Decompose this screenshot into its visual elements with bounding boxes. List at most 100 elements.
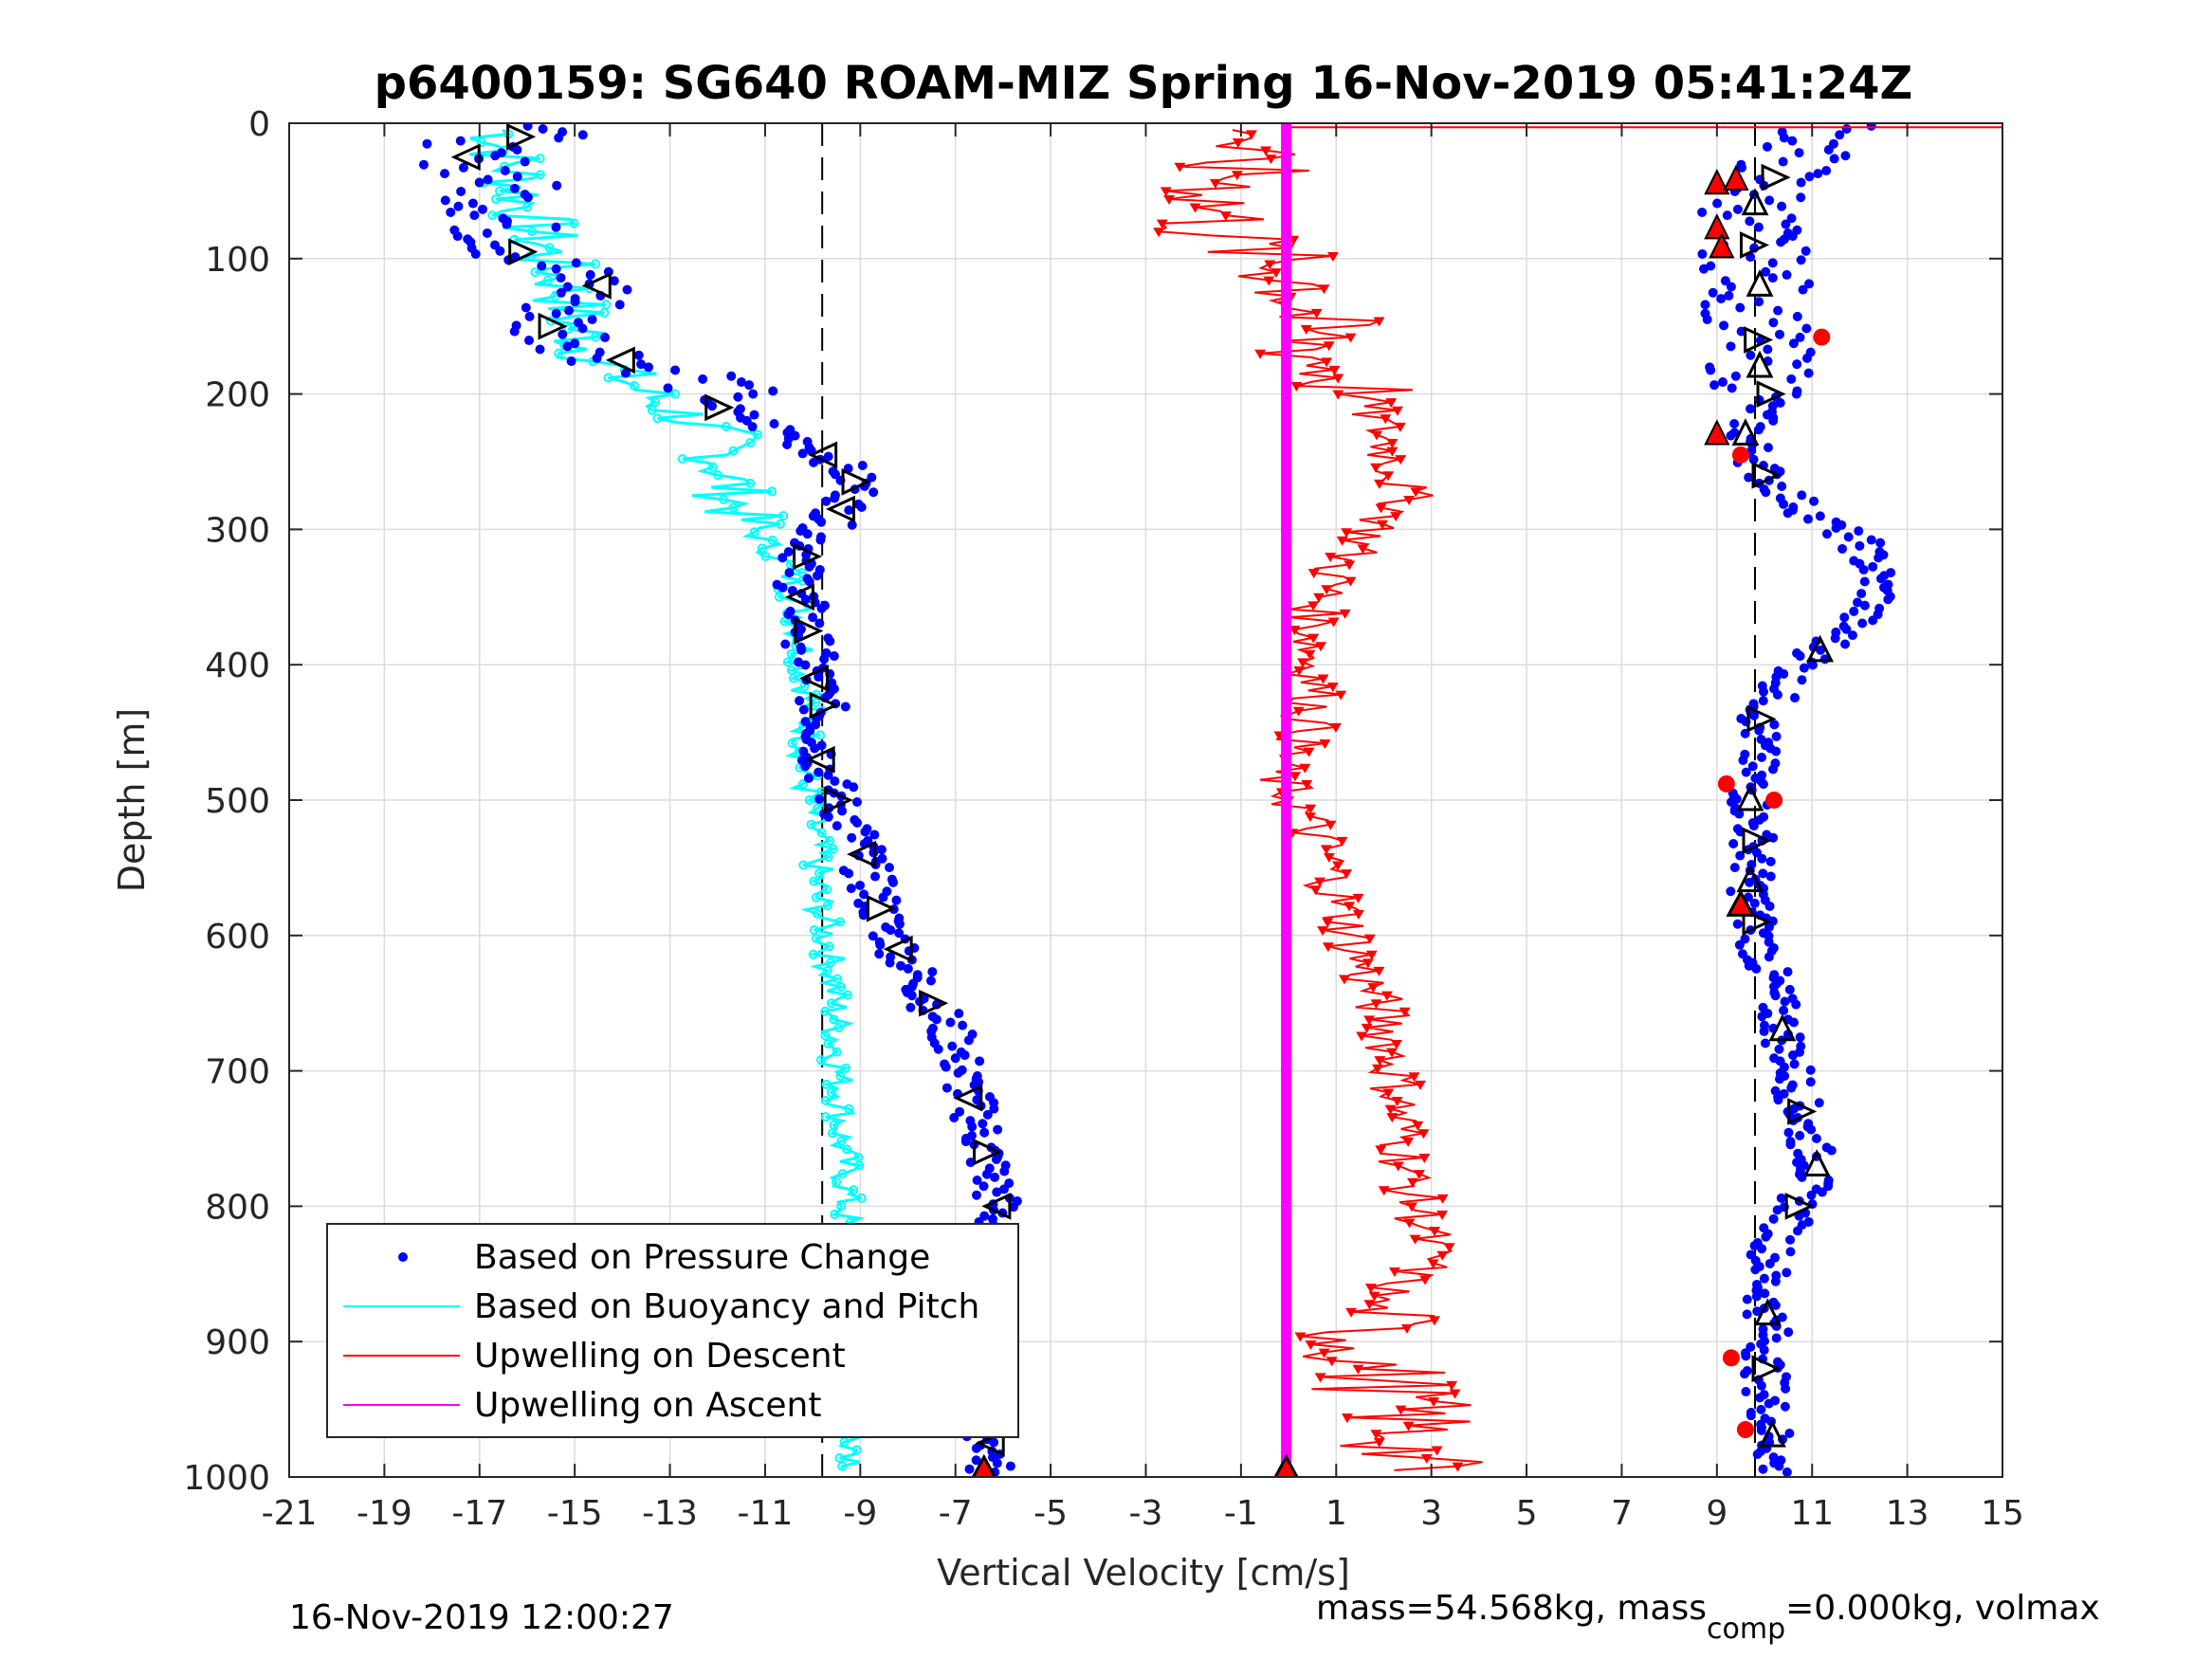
legend-label: Upwelling on Ascent xyxy=(474,1386,821,1425)
pressure-change-point xyxy=(1811,1134,1821,1143)
buoyancy-pitch-marker xyxy=(745,438,756,448)
descent-pitch-marker xyxy=(508,238,539,266)
pressure-change-point xyxy=(832,821,842,831)
pressure-change-point xyxy=(933,1044,943,1054)
buoyancy-pitch-marker xyxy=(816,828,827,838)
descent-pitch-marker xyxy=(581,272,612,300)
pressure-change-point xyxy=(1700,300,1710,310)
pressure-change-point xyxy=(570,297,580,307)
pressure-change-point xyxy=(1771,731,1782,741)
pressure-change-point xyxy=(562,341,573,352)
pressure-change-point xyxy=(456,186,466,196)
pressure-change-point xyxy=(1822,529,1833,539)
pressure-change-point xyxy=(1729,419,1740,429)
pressure-change-point xyxy=(1719,320,1729,331)
pressure-change-point xyxy=(453,201,464,211)
pressure-change-point xyxy=(1699,264,1709,274)
descent-pitch-marker xyxy=(825,495,856,523)
x-tick-label: -21 xyxy=(262,1494,318,1533)
pressure-change-point xyxy=(1807,660,1818,670)
pressure-change-point xyxy=(535,344,545,355)
ascent-pitch-marker xyxy=(1751,1355,1782,1383)
pressure-change-point xyxy=(1788,1017,1799,1028)
pressure-change-point xyxy=(1761,1231,1771,1242)
pressure-change-point xyxy=(1803,279,1814,289)
pressure-change-point xyxy=(925,975,936,986)
pressure-change-point xyxy=(512,172,522,182)
pressure-change-point xyxy=(1784,984,1795,994)
pressure-change-point xyxy=(1837,543,1848,554)
event-dot xyxy=(1722,1349,1740,1367)
pressure-change-point xyxy=(851,796,862,807)
event-marker xyxy=(1704,213,1730,240)
pressure-change-point xyxy=(520,156,530,167)
x-tick-label: -15 xyxy=(547,1494,603,1533)
pressure-change-point xyxy=(1746,404,1756,414)
pressure-change-point xyxy=(1756,1404,1766,1414)
pressure-change-point xyxy=(1805,1065,1816,1075)
pressure-change-point xyxy=(1771,1333,1782,1343)
pressure-change-point xyxy=(1758,868,1768,879)
upwelling-descent-marker xyxy=(1395,455,1407,465)
pressure-change-point xyxy=(960,1050,970,1061)
pressure-change-point xyxy=(1741,1387,1751,1397)
pressure-change-point xyxy=(813,571,823,581)
x-tick-label: 7 xyxy=(1611,1494,1633,1533)
pressure-change-point xyxy=(1839,612,1850,623)
pressure-change-point xyxy=(495,246,505,256)
buoyancy-pitch-marker xyxy=(813,803,823,813)
buoyancy-pitch-marker xyxy=(832,1047,842,1057)
ascent-pitch-marker xyxy=(1741,188,1769,216)
ascent-pitch-marker xyxy=(1746,269,1774,297)
x-tick-label: -11 xyxy=(738,1494,794,1533)
pressure-change-point xyxy=(1777,201,1787,211)
pressure-change-point xyxy=(1806,1124,1817,1135)
pressure-change-point xyxy=(978,1119,988,1129)
pressure-change-point xyxy=(1759,686,1769,697)
pressure-change-point xyxy=(1726,430,1736,441)
pressure-change-point xyxy=(1728,838,1739,848)
chart-title: p6400159: SG640 ROAM-MIZ Spring 16-Nov-2… xyxy=(375,57,1913,110)
pressure-change-point xyxy=(1716,294,1727,304)
pressure-change-point xyxy=(1791,389,1801,399)
pressure-change-point xyxy=(998,1184,1009,1194)
pressure-change-point xyxy=(868,931,878,941)
upwelling-descent-marker xyxy=(1314,1373,1326,1383)
pressure-change-point xyxy=(1841,624,1852,634)
pressure-change-point xyxy=(1745,216,1755,227)
pressure-change-point xyxy=(1788,338,1799,349)
descent-pitch-marker xyxy=(847,840,877,868)
pressure-change-point xyxy=(474,177,484,188)
pressure-change-point xyxy=(522,123,533,131)
pressure-change-point xyxy=(1729,863,1740,873)
legend-label: Upwelling on Descent xyxy=(474,1337,846,1376)
pressure-change-point xyxy=(1785,1247,1796,1257)
pressure-change-point xyxy=(537,261,547,271)
pressure-change-point xyxy=(748,389,759,399)
pressure-change-point xyxy=(1793,1226,1803,1236)
pressure-change-point xyxy=(736,377,746,388)
pressure-change-point xyxy=(1802,514,1813,524)
end-marker xyxy=(1273,1453,1299,1477)
x-tick-label: 5 xyxy=(1516,1494,1538,1533)
pressure-change-point xyxy=(982,1109,993,1120)
pressure-change-point xyxy=(821,496,832,506)
pressure-change-point xyxy=(1798,284,1808,295)
pressure-change-point xyxy=(726,371,737,381)
pressure-change-point xyxy=(992,1187,1002,1197)
pressure-change-point xyxy=(571,258,581,268)
pressure-change-point xyxy=(1757,752,1767,762)
ascent-pitch-marker xyxy=(1736,865,1764,893)
buoyancy-pitch-marker xyxy=(826,1087,836,1098)
pressure-change-point xyxy=(440,169,450,179)
pressure-change-point xyxy=(1782,1267,1792,1278)
pressure-change-point xyxy=(1756,1425,1766,1435)
pressure-change-point xyxy=(1779,668,1789,679)
pressure-change-point xyxy=(477,204,487,214)
x-tick-label: -1 xyxy=(1224,1494,1258,1533)
pressure-change-point xyxy=(1787,1050,1798,1061)
descent-pitch-marker xyxy=(823,786,853,814)
pressure-change-point xyxy=(1764,1398,1774,1409)
y-tick-label: 900 xyxy=(205,1323,270,1362)
pressure-change-point xyxy=(644,362,654,373)
